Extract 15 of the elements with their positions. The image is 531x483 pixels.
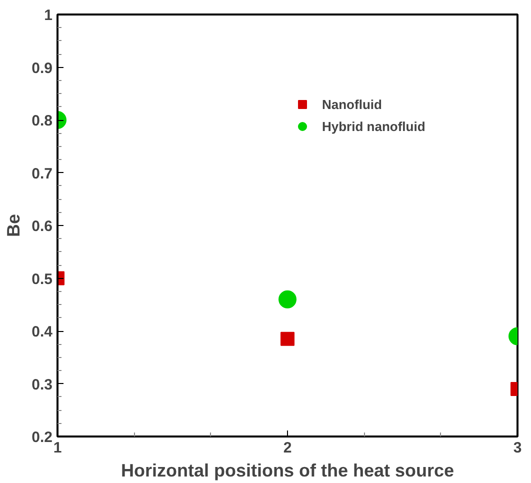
y-tick-label: 0.7 [32,165,53,182]
y-tick-label: 0.6 [32,218,53,235]
y-tick-label: 0.3 [32,376,53,394]
y-tick-label: 0.4 [32,324,54,340]
y-tick-label: 1 [44,7,52,24]
legend-label: Hybrid nanofluid [322,118,426,134]
x-tick-label: 2 [283,440,292,456]
x-tick-label: 3 [513,440,522,456]
y-tick-label: 0.5 [32,270,53,288]
x-axis-title: Horizontal positions of the heat source [120,460,454,480]
legend-label: Nanofluid [322,96,382,112]
y-tick-label: 0.8 [32,112,53,130]
y-tick-label: 0.9 [32,60,53,77]
y-tick-label: 0.2 [32,429,53,446]
y-axis-title: Be [4,214,24,238]
